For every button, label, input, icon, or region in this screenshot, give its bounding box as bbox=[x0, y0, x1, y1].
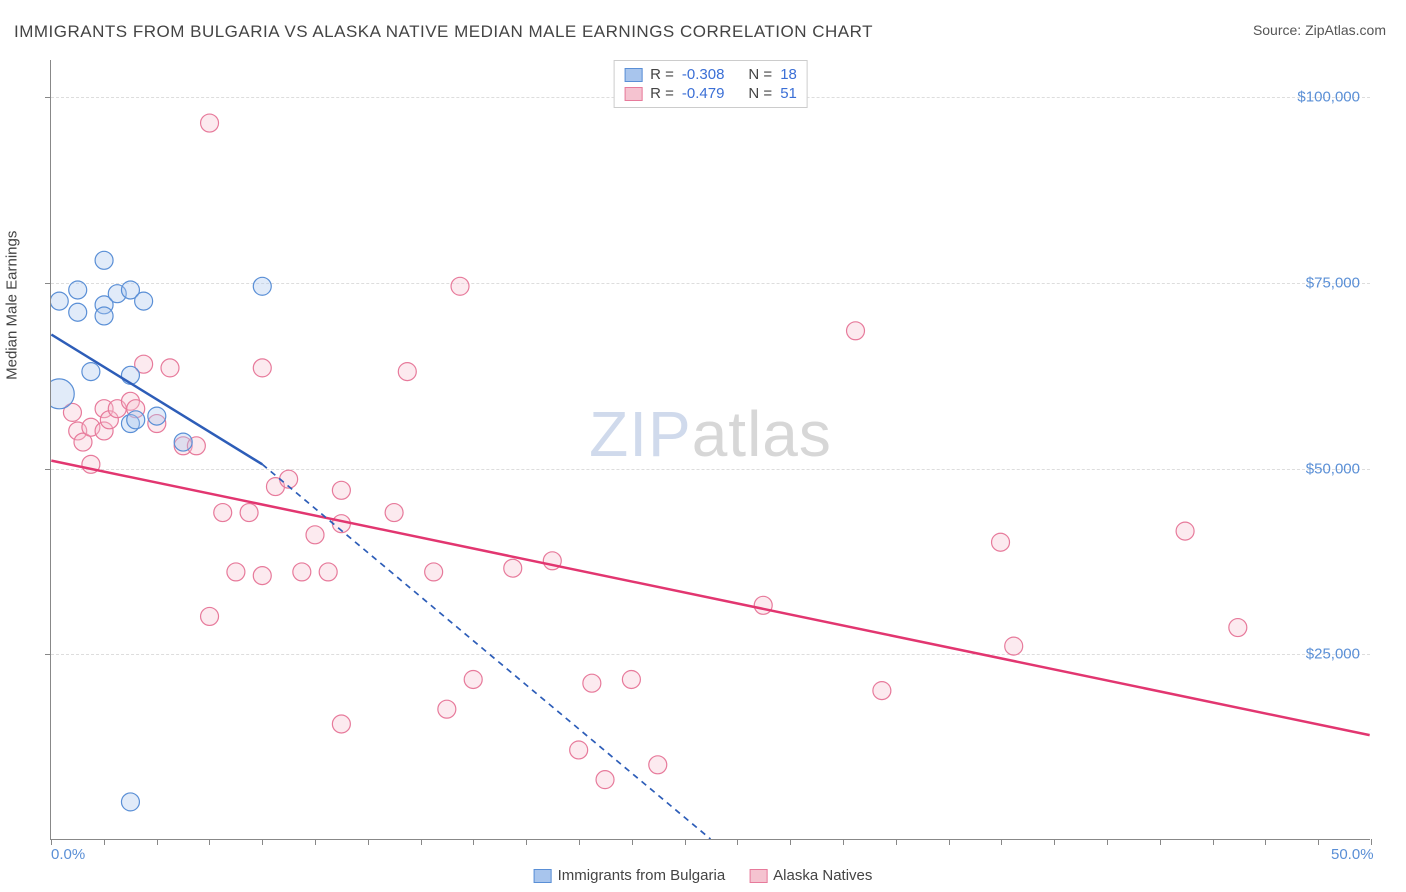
scatter-point bbox=[847, 322, 865, 340]
scatter-point bbox=[1005, 637, 1023, 655]
scatter-point bbox=[121, 793, 139, 811]
legend-label-pink: Alaska Natives bbox=[773, 867, 872, 884]
trend-line bbox=[51, 461, 1369, 736]
scatter-point bbox=[583, 674, 601, 692]
scatter-point bbox=[1229, 619, 1247, 637]
scatter-point bbox=[306, 526, 324, 544]
legend-label-blue: Immigrants from Bulgaria bbox=[558, 867, 726, 884]
scatter-point bbox=[873, 682, 891, 700]
y-tick-label: $75,000 bbox=[1306, 274, 1360, 291]
scatter-point bbox=[451, 277, 469, 295]
scatter-point bbox=[69, 281, 87, 299]
n-value-pink: 51 bbox=[780, 85, 797, 102]
n-label: N = bbox=[748, 85, 772, 102]
legend-swatch-blue bbox=[534, 869, 552, 883]
scatter-point bbox=[82, 363, 100, 381]
scatter-point bbox=[1176, 522, 1194, 540]
scatter-svg bbox=[51, 60, 1370, 839]
scatter-point bbox=[385, 504, 403, 522]
source-label: Source: ZipAtlas.com bbox=[1253, 22, 1386, 38]
legend-swatch-blue bbox=[624, 68, 642, 82]
scatter-point bbox=[332, 481, 350, 499]
scatter-point bbox=[622, 671, 640, 689]
scatter-point bbox=[253, 277, 271, 295]
scatter-point bbox=[332, 715, 350, 733]
scatter-point bbox=[69, 303, 87, 321]
scatter-point bbox=[992, 533, 1010, 551]
r-label: R = bbox=[650, 66, 674, 83]
scatter-point bbox=[51, 292, 68, 310]
r-value-pink: -0.479 bbox=[682, 85, 725, 102]
r-value-blue: -0.308 bbox=[682, 66, 725, 83]
scatter-point bbox=[201, 607, 219, 625]
legend-swatch-pink bbox=[624, 87, 642, 101]
legend-item-pink: Alaska Natives bbox=[749, 867, 872, 884]
scatter-point bbox=[596, 771, 614, 789]
scatter-point bbox=[201, 114, 219, 132]
scatter-point bbox=[253, 567, 271, 585]
scatter-point bbox=[425, 563, 443, 581]
legend-row-blue: R = -0.308 N = 18 bbox=[624, 65, 797, 84]
scatter-point bbox=[570, 741, 588, 759]
r-label: R = bbox=[650, 85, 674, 102]
scatter-point bbox=[127, 411, 145, 429]
scatter-point bbox=[95, 251, 113, 269]
scatter-point bbox=[754, 596, 772, 614]
legend-row-pink: R = -0.479 N = 51 bbox=[624, 84, 797, 103]
scatter-point bbox=[161, 359, 179, 377]
scatter-point bbox=[51, 379, 74, 409]
scatter-point bbox=[227, 563, 245, 581]
n-label: N = bbox=[748, 66, 772, 83]
scatter-point bbox=[240, 504, 258, 522]
scatter-point bbox=[649, 756, 667, 774]
scatter-point bbox=[253, 359, 271, 377]
scatter-point bbox=[398, 363, 416, 381]
scatter-point bbox=[464, 671, 482, 689]
legend-correlation: R = -0.308 N = 18 R = -0.479 N = 51 bbox=[613, 60, 808, 108]
legend-item-blue: Immigrants from Bulgaria bbox=[534, 867, 726, 884]
legend-swatch-pink bbox=[749, 869, 767, 883]
y-tick-label: $50,000 bbox=[1306, 460, 1360, 477]
n-value-blue: 18 bbox=[780, 66, 797, 83]
scatter-point bbox=[438, 700, 456, 718]
scatter-point bbox=[148, 407, 166, 425]
chart-title: IMMIGRANTS FROM BULGARIA VS ALASKA NATIV… bbox=[14, 22, 873, 42]
y-tick-label: $100,000 bbox=[1297, 89, 1360, 106]
scatter-point bbox=[293, 563, 311, 581]
scatter-point bbox=[121, 366, 139, 384]
plot-area: R = -0.308 N = 18 R = -0.479 N = 51 ZIPa… bbox=[50, 60, 1370, 840]
legend-series: Immigrants from Bulgaria Alaska Natives bbox=[534, 867, 873, 884]
y-axis-label: Median Male Earnings bbox=[4, 231, 21, 380]
trend-line-dashed bbox=[262, 464, 710, 839]
x-tick-label: 0.0% bbox=[51, 846, 85, 863]
x-tick-label: 50.0% bbox=[1331, 846, 1374, 863]
y-tick-label: $25,000 bbox=[1306, 646, 1360, 663]
scatter-point bbox=[214, 504, 232, 522]
scatter-point bbox=[95, 307, 113, 325]
scatter-point bbox=[504, 559, 522, 577]
scatter-point bbox=[319, 563, 337, 581]
scatter-point bbox=[174, 433, 192, 451]
scatter-point bbox=[135, 292, 153, 310]
